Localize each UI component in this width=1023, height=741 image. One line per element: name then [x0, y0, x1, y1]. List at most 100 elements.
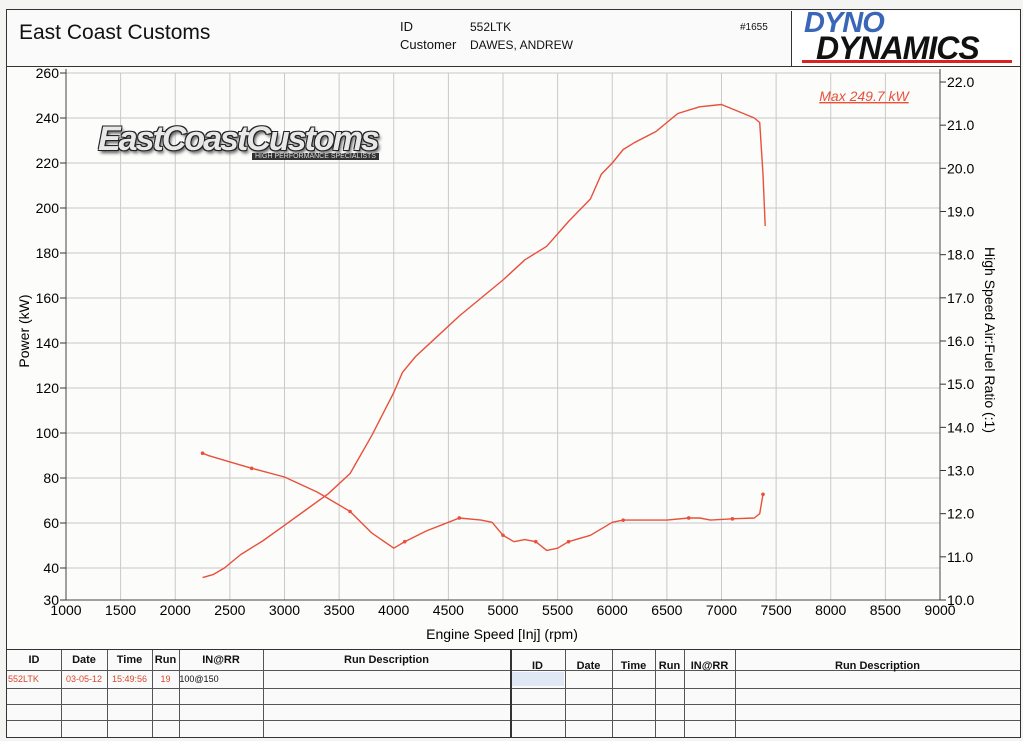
table-rule [7, 688, 1020, 689]
x-tick-label: 3500 [324, 602, 355, 618]
afr-line [202, 452, 764, 552]
x-tick-label: 1500 [105, 602, 136, 618]
y-tick-label-right: 15.0 [947, 376, 974, 392]
x-tick-label: 5000 [487, 602, 518, 618]
x-tick-label: 4000 [378, 602, 409, 618]
afr-point [566, 539, 571, 544]
col-header-time-2: Time [620, 660, 647, 672]
x-tick-label: 7000 [706, 602, 737, 618]
x-tick-label: 4500 [433, 602, 464, 618]
table-rule [7, 670, 1020, 671]
table-col-divider [510, 650, 512, 737]
col-header-inrr-2: IN@RR [690, 660, 729, 672]
afr-point [457, 516, 462, 520]
id-value: 552LTK [470, 20, 512, 34]
afr-point [200, 451, 205, 456]
y-tick-label-left: 140 [36, 335, 60, 351]
table-col-divider [655, 650, 656, 737]
y-tick-label-right: 10.0 [947, 592, 974, 608]
y-tick-label-right: 19.0 [947, 204, 974, 220]
x-tick-label: 8500 [870, 602, 901, 618]
col-header-inrr: IN@RR [202, 654, 240, 666]
y-tick-label-right: 18.0 [947, 247, 974, 263]
afr-point [686, 516, 691, 520]
y-tick-label-left: 30 [43, 592, 59, 608]
table-col-divider [684, 650, 685, 737]
row-time: 15:49:56 [111, 674, 148, 684]
x-tick-label: 9000 [924, 602, 955, 618]
table-col-divider [179, 650, 180, 737]
x-tick-label: 3000 [269, 602, 300, 618]
logo-line1: DYNO [804, 7, 885, 39]
y-tick-label-right: 22.0 [947, 74, 974, 90]
company-name: East Coast Customs [19, 21, 211, 44]
selected-cell[interactable] [512, 672, 564, 686]
y-axis-label-left: Power (kW) [16, 294, 32, 367]
y-tick-label-right: 11.0 [947, 549, 973, 565]
dyno-dynamics-logo: DYNO DYNAMICS [791, 7, 1019, 67]
afr-point [761, 492, 765, 497]
x-tick-label: 1000 [50, 602, 81, 618]
x-tick-label: 6500 [651, 602, 682, 618]
x-tick-label: 6000 [597, 602, 628, 618]
y-tick-label-right: 13.0 [947, 463, 974, 479]
y-tick-label-right: 17.0 [947, 290, 974, 306]
customer-value: DAWES, ANDREW [470, 38, 573, 52]
col-header-run-2: Run [658, 660, 681, 672]
col-header-id-2: ID [532, 660, 543, 672]
y-tick-label-left: 260 [36, 65, 60, 81]
watermark-subtext: HIGH PERFORMANCE SPECIALISTS [252, 153, 379, 160]
x-tick-label: 7500 [761, 602, 792, 618]
table-col-divider [565, 650, 566, 737]
y-tick-label-right: 21.0 [947, 117, 974, 133]
col-header-id: ID [28, 654, 40, 666]
x-tick-label: 2500 [214, 602, 245, 618]
y-tick-label-left: 200 [36, 200, 60, 216]
y-tick-label-left: 180 [36, 245, 60, 261]
y-tick-label-left: 240 [36, 110, 60, 126]
afr-point [730, 517, 735, 521]
run-number: #1655 [740, 22, 768, 33]
afr-point [249, 466, 254, 471]
y-tick-label-left: 100 [36, 425, 60, 441]
y-tick-label-left: 60 [43, 515, 59, 531]
max-power-annotation: Max 249.7 kW [819, 88, 910, 104]
afr-point [621, 518, 625, 522]
col-header-description-2: Run Description [835, 660, 920, 672]
col-header-date-2: Date [576, 660, 601, 672]
col-header-time: Time [116, 654, 143, 666]
afr-point [402, 539, 407, 544]
y-axis-label-right: High Speed Air:Fuel Ratio (:1) [982, 247, 998, 433]
y-tick-label-right: 16.0 [947, 333, 974, 349]
table-col-divider [612, 650, 613, 737]
table-col-divider [107, 650, 108, 737]
y-tick-label-right: 12.0 [947, 506, 974, 522]
table-rule [7, 720, 1020, 721]
afr-point [533, 539, 538, 544]
run-table: ID Date Time Run IN@RR Run Description I… [6, 649, 1021, 738]
afr-point [501, 533, 505, 538]
afr-point [348, 509, 352, 514]
row-date: 03-05-12 [65, 674, 103, 684]
row-inrr: 100@150 [179, 674, 219, 684]
y-tick-label-right: 20.0 [947, 160, 974, 176]
col-header-run: Run [154, 654, 177, 666]
y-tick-label-left: 220 [36, 155, 60, 171]
col-header-description: Run Description [344, 654, 429, 666]
table-rule [7, 704, 1020, 705]
x-tick-label: 2000 [160, 602, 191, 618]
y-tick-label-left: 80 [43, 470, 59, 486]
chart-lines [200, 103, 766, 579]
y-tick-label-left: 120 [36, 380, 60, 396]
report-header: East Coast Customs ID 552LTK Customer DA… [6, 7, 1021, 69]
table-col-divider [61, 650, 62, 737]
row-id: 552LTK [8, 674, 39, 684]
power-line [202, 103, 766, 579]
customer-label: Customer [400, 37, 457, 52]
table-col-divider [735, 650, 736, 737]
logo-stripe [802, 60, 1012, 63]
x-tick-label: 8000 [815, 602, 846, 618]
y-tick-label-left: 40 [43, 560, 59, 576]
y-tick-label-left: 160 [36, 290, 60, 306]
